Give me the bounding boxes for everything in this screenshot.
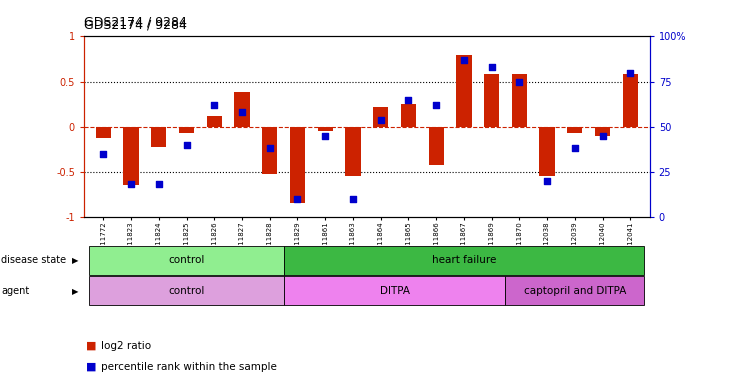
Point [624, 70, 636, 76]
Bar [262, 127, 277, 174]
Point [320, 133, 331, 139]
Bar [567, 127, 583, 133]
Bar [318, 127, 333, 131]
Text: captopril and DITPA: captopril and DITPA [523, 286, 626, 296]
Bar [429, 127, 444, 165]
Bar [539, 127, 555, 176]
Point [402, 97, 414, 103]
Bar [234, 93, 250, 127]
Bar [284, 276, 505, 305]
Bar [373, 107, 388, 127]
Point [181, 142, 193, 148]
Point [430, 102, 442, 108]
Point [264, 145, 276, 151]
Text: ■: ■ [86, 362, 96, 372]
Bar [151, 127, 166, 147]
Bar [623, 74, 638, 127]
Bar [512, 74, 527, 127]
Text: disease state: disease state [1, 255, 66, 265]
Point [513, 79, 525, 85]
Text: GDS2174 / 9284: GDS2174 / 9284 [84, 18, 187, 31]
Bar [595, 127, 610, 136]
Bar [284, 246, 644, 275]
Point [209, 102, 220, 108]
Text: control: control [169, 286, 204, 296]
Text: ▶: ▶ [72, 286, 78, 296]
Point [98, 151, 110, 157]
Bar [207, 116, 222, 127]
Text: ▶: ▶ [72, 256, 78, 265]
Text: GDS2174 / 9284: GDS2174 / 9284 [84, 16, 187, 29]
Bar [290, 127, 305, 204]
Point [569, 145, 580, 151]
Bar [484, 74, 499, 127]
Bar [505, 276, 644, 305]
Point [541, 178, 553, 184]
Text: ■: ■ [86, 341, 96, 351]
Text: log2 ratio: log2 ratio [101, 341, 151, 351]
Bar [123, 127, 139, 185]
Point [292, 196, 304, 202]
Point [485, 64, 497, 70]
Text: DITPA: DITPA [380, 286, 410, 296]
Bar [90, 246, 284, 275]
Bar [96, 127, 111, 139]
Point [347, 196, 359, 202]
Point [596, 133, 608, 139]
Bar [179, 127, 194, 133]
Point [153, 181, 165, 187]
Text: heart failure: heart failure [431, 255, 496, 265]
Bar [90, 276, 284, 305]
Point [458, 57, 469, 63]
Text: agent: agent [1, 286, 30, 296]
Point [374, 116, 386, 122]
Bar [456, 55, 472, 127]
Point [126, 181, 137, 187]
Point [237, 109, 248, 115]
Text: control: control [169, 255, 204, 265]
Bar [401, 104, 416, 127]
Text: percentile rank within the sample: percentile rank within the sample [101, 362, 277, 372]
Bar [345, 127, 361, 176]
